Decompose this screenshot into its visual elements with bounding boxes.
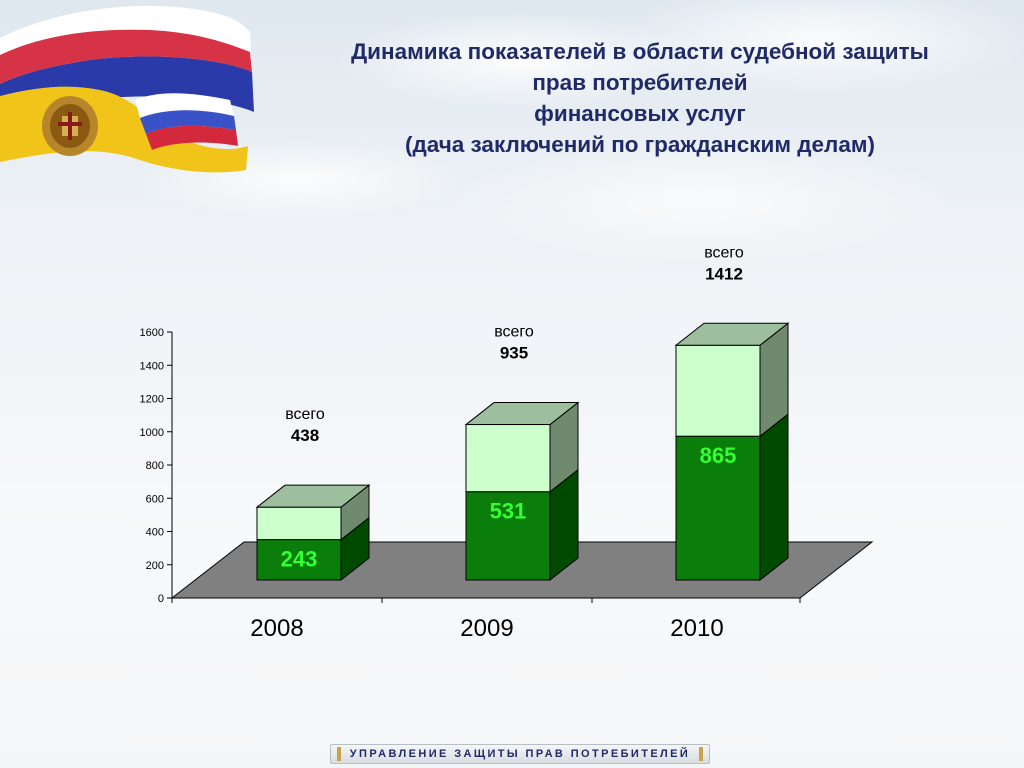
page-title: Динамика показателей в области судебной … bbox=[270, 36, 1010, 160]
title-line-2: прав потребителей bbox=[532, 70, 748, 95]
title-line-3: финансовых услуг bbox=[534, 101, 746, 126]
coat-of-arms-icon bbox=[42, 96, 98, 156]
total-caption: всего bbox=[285, 406, 325, 423]
y-tick-label: 200 bbox=[146, 560, 164, 572]
bar-top-face bbox=[464, 402, 580, 426]
russian-flag-emblem bbox=[0, 5, 254, 173]
y-tick-label: 1200 bbox=[140, 394, 164, 406]
bar-upper-segment bbox=[675, 344, 761, 437]
y-tick-label: 1000 bbox=[140, 427, 164, 439]
bar-top-face bbox=[674, 322, 790, 346]
bar-value-label: 531 bbox=[490, 499, 527, 524]
title-line-1: Динамика показателей в области судебной … bbox=[351, 39, 929, 64]
bar-top-face bbox=[255, 484, 371, 508]
total-caption: всего bbox=[704, 244, 744, 261]
y-tick-label: 1400 bbox=[140, 360, 164, 372]
total-value: 1412 bbox=[705, 264, 743, 283]
bar-group-2009: 531 всего 935 bbox=[464, 324, 580, 582]
bar-lower-segment bbox=[256, 539, 342, 581]
bar-lower-side bbox=[759, 413, 789, 582]
bar-lower-segment bbox=[465, 491, 551, 581]
bar-value-label: 865 bbox=[700, 443, 737, 468]
title-line-4: (дача заключений по гражданским делам) bbox=[404, 132, 876, 157]
bar-upper-segment bbox=[256, 506, 342, 541]
y-tick-label: 800 bbox=[146, 460, 164, 472]
y-tick-label: 400 bbox=[146, 527, 164, 539]
x-category-label: 2009 bbox=[460, 615, 513, 642]
y-tick-label: 600 bbox=[146, 493, 164, 505]
bar-lower-segment bbox=[675, 435, 761, 581]
total-caption: всего bbox=[494, 324, 534, 341]
y-tick-label: 1600 bbox=[140, 327, 164, 339]
x-category-label: 2010 bbox=[670, 615, 723, 642]
footer-banner: УПРАВЛЕНИЕ ЗАЩИТЫ ПРАВ ПОТРЕБИТЕЛЕЙ bbox=[330, 744, 710, 764]
bar-value-label: 243 bbox=[281, 547, 318, 572]
bar-upper-segment bbox=[465, 424, 551, 493]
x-category-label: 2008 bbox=[250, 615, 303, 642]
bar-group-2008: 243 всего 438 bbox=[255, 406, 371, 582]
bar-group-2010: 865 всего 1412 bbox=[674, 244, 790, 582]
total-value: 438 bbox=[291, 426, 319, 445]
total-value: 935 bbox=[500, 344, 528, 363]
y-tick-label: 0 bbox=[158, 593, 164, 605]
